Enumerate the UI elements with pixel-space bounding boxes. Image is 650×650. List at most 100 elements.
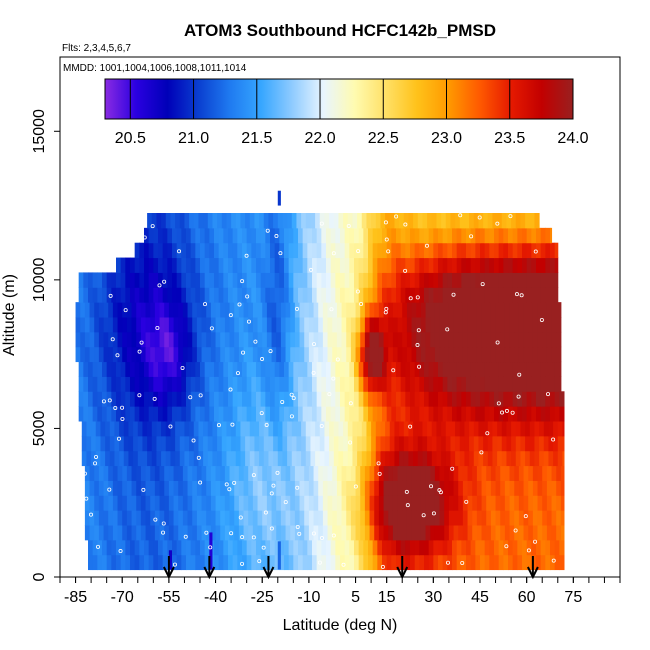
heatmap-cell (145, 465, 151, 481)
heatmap-cell (120, 539, 126, 556)
heatmap-cell (173, 465, 179, 481)
heatmap-cell (391, 406, 397, 422)
heatmap-cell (145, 510, 151, 526)
heatmap-cell (257, 317, 263, 333)
heatmap-cell (178, 510, 184, 526)
heatmap-cell (319, 421, 325, 437)
heatmap-cell (130, 376, 136, 392)
heatmap-cell (125, 406, 131, 422)
heatmap-cell (122, 525, 128, 541)
heatmap-cell (490, 465, 497, 481)
heatmap-cell (529, 421, 535, 437)
heatmap-cell (159, 525, 165, 541)
heatmap-cell (546, 495, 553, 511)
heatmap-cell (218, 287, 224, 303)
heatmap-cell (265, 391, 271, 407)
heatmap-cell (466, 257, 472, 273)
heatmap-cell (256, 272, 262, 288)
heatmap-cell (105, 435, 111, 452)
heatmap-cell (279, 227, 285, 244)
heatmap-cell (159, 331, 165, 348)
heatmap-cell (167, 376, 173, 392)
heatmap-cell (386, 227, 392, 244)
heatmap-cell (206, 465, 212, 481)
heatmap-cell (94, 317, 100, 333)
heatmap-cell (497, 450, 503, 467)
heatmap-cell (330, 376, 336, 392)
heatmap-cell (526, 287, 532, 303)
heatmap-cell (270, 376, 276, 392)
heatmap-cell (318, 465, 324, 481)
heatmap-cell (363, 554, 369, 571)
sample-point (152, 396, 157, 401)
heatmap-cell (475, 242, 481, 259)
heatmap-cell (361, 213, 367, 229)
heatmap-cell (260, 242, 266, 259)
heatmap-cell (145, 331, 151, 348)
heatmap-cell (350, 480, 357, 496)
heatmap-cell (374, 495, 380, 511)
heatmap-cell (148, 554, 154, 571)
heatmap-cell (456, 287, 462, 303)
heatmap-cell (377, 406, 383, 422)
heatmap-cell (514, 465, 520, 481)
heatmap-cell (346, 495, 352, 511)
heatmap-cell (215, 495, 221, 511)
heatmap-cell (284, 376, 290, 392)
flights-subtitle: Flts: 2,3,4,5,6,7 (62, 43, 131, 54)
heatmap-cell (461, 406, 467, 422)
heatmap-cell (368, 539, 374, 556)
heatmap-cell (173, 525, 179, 541)
heatmap-cell (494, 287, 500, 303)
heatmap-cell (142, 450, 148, 467)
heatmap-cell (112, 510, 119, 526)
heatmap-cell (472, 480, 478, 496)
heatmap-cell (531, 242, 537, 259)
sample-point (198, 480, 203, 485)
heatmap-cell (503, 272, 509, 288)
heatmap-cell (484, 391, 490, 407)
heatmap-cell (252, 510, 259, 526)
sample-point (196, 455, 201, 460)
heatmap-cell (111, 391, 117, 407)
heatmap-cell (89, 331, 95, 348)
heatmap-cell (301, 450, 307, 467)
heatmap-cell (316, 242, 322, 259)
heatmap-cell (341, 495, 347, 511)
heatmap-cell (414, 257, 420, 273)
heatmap-cell (476, 346, 483, 363)
heatmap-cell (410, 272, 416, 288)
heatmap-cell (75, 317, 81, 333)
heatmap-cell (366, 450, 372, 467)
heatmap-cell (520, 213, 526, 229)
sample-point (383, 220, 388, 225)
heatmap-cell (161, 213, 167, 229)
heatmap-cell (522, 376, 528, 392)
heatmap-cell (405, 406, 411, 422)
heatmap-cell (270, 406, 276, 422)
heatmap-cell (503, 406, 509, 422)
heatmap-cell (540, 257, 546, 273)
sample-point (394, 214, 399, 219)
heatmap-cell (204, 257, 210, 273)
x-tick-label: -70 (111, 589, 134, 606)
heatmap-cell (144, 227, 150, 244)
heatmap-cell (280, 317, 287, 333)
heatmap-cell (217, 421, 223, 437)
heatmap-cell (237, 554, 243, 571)
heatmap-cell (97, 539, 103, 556)
heatmap-cell (182, 317, 189, 333)
heatmap-cell (402, 510, 408, 526)
heatmap-cell (498, 272, 504, 288)
heatmap-cell (88, 539, 94, 556)
heatmap-cell (503, 361, 509, 377)
heatmap-cell (475, 257, 481, 273)
heatmap-cell (397, 510, 403, 526)
heatmap-cell (405, 539, 411, 556)
heatmap-cell (318, 331, 324, 348)
heatmap-cell (276, 525, 282, 541)
heatmap-cell (461, 391, 467, 407)
heatmap-streak (168, 550, 172, 570)
heatmap-cell (452, 227, 458, 244)
heatmap-cell (270, 272, 276, 288)
